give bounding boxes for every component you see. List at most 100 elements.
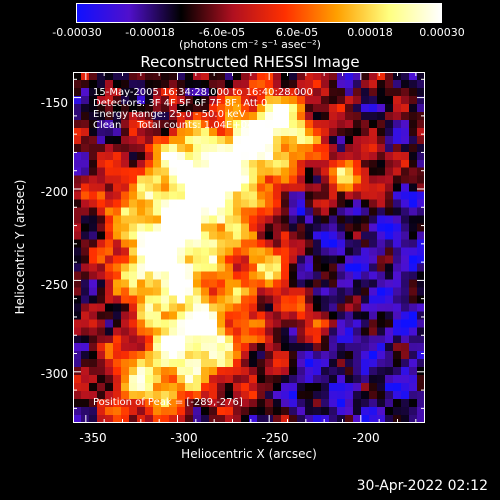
heatmap-cell [137,383,146,392]
heatmap-cell [329,223,338,233]
heatmap-cell [193,303,202,312]
heatmap-cell [193,255,202,265]
heatmap-cell [129,207,138,217]
heatmap-cell [329,199,338,209]
heatmap-cell [241,111,250,121]
heatmap-cell [401,271,410,281]
heatmap-cell [137,391,146,400]
heatmap-cell [329,167,338,177]
heatmap-cell [313,151,322,161]
heatmap-cell [153,295,162,304]
heatmap-cell [353,127,362,137]
heatmap-cell [337,375,346,384]
heatmap-cell [385,311,394,320]
heatmap-cell [153,343,162,352]
heatmap-cell [217,287,226,296]
heatmap-cell [153,87,162,97]
heatmap-cell [313,319,322,328]
heatmap-cell [97,383,106,392]
heatmap-cell [201,183,210,193]
heatmap-cell [249,199,258,209]
heatmap-cell [353,303,362,312]
heatmap-cell [393,207,402,217]
heatmap-cell [265,287,274,296]
heatmap-cell [225,415,234,423]
heatmap-cell [89,375,98,384]
heatmap-cell [401,375,410,384]
heatmap-cell [217,239,226,249]
heatmap-cell [377,247,386,257]
heatmap-cell [97,255,106,265]
heatmap-cell [385,207,394,217]
heatmap-cell [121,143,130,153]
heatmap-cell [265,119,274,129]
heatmap-cell [121,231,130,241]
heatmap-cell [289,223,298,233]
heatmap-cell [313,103,322,113]
heatmap-cell [417,191,425,201]
heatmap-cell [401,263,410,273]
heatmap-cell [177,335,186,344]
heatmap-cell [217,399,226,408]
heatmap-cell [129,367,138,376]
heatmap-cell [81,95,90,105]
heatmap-cell [329,215,338,225]
heatmap-cell [217,327,226,336]
heatmap-cell [145,72,154,81]
heatmap-cell [113,383,122,392]
heatmap-cell [377,223,386,233]
heatmap-cell [417,151,425,161]
heatmap-cell [153,407,162,416]
heatmap-cell [145,135,154,145]
heatmap-cell [385,367,394,376]
heatmap-cell [97,375,106,384]
heatmap-cell [369,271,378,281]
heatmap-cell [185,247,194,257]
heatmap-cell [329,359,338,368]
heatmap-cell [305,223,314,233]
heatmap-cell [297,191,306,201]
heatmap-cell [185,143,194,153]
heatmap-cell [81,79,90,89]
heatmap-cell [209,151,218,161]
heatmap-cell [185,95,194,105]
heatmap-cell [417,175,425,185]
heatmap-cell [121,319,130,328]
heatmap-cell [225,143,234,153]
heatmap-cell [89,279,98,288]
heatmap-cell [369,303,378,312]
heatmap-cell [265,191,274,201]
heatmap-cell [281,279,290,288]
heatmap-cell [137,263,146,273]
heatmap-cell [209,223,218,233]
heatmap-cell [113,343,122,352]
heatmap-cell [353,207,362,217]
heatmap-cell [73,215,82,225]
heatmap-cell [193,231,202,241]
heatmap-cell [305,367,314,376]
heatmap-cell [305,407,314,416]
heatmap-cell [257,343,266,352]
heatmap-cell [209,247,218,257]
heatmap-cell [257,279,266,288]
heatmap-cell [105,407,114,416]
heatmap-cell [81,167,90,177]
heatmap-cell [233,239,242,249]
heatmap-cell [337,335,346,344]
heatmap-cell [81,263,90,273]
heatmap-cell [401,327,410,336]
heatmap-cell [321,79,330,89]
heatmap-cell [137,111,146,121]
heatmap-cell [313,127,322,137]
heatmap-cell [225,127,234,137]
heatmap-cell [169,415,178,423]
heatmap-cell [273,263,282,273]
heatmap-cell [145,375,154,384]
heatmap-cell [321,207,330,217]
heatmap-cell [265,223,274,233]
heatmap-cell [177,279,186,288]
heatmap-cell [81,175,90,185]
heatmap-cell [137,271,146,281]
heatmap-cell [73,367,82,376]
heatmap-cell [113,399,122,408]
